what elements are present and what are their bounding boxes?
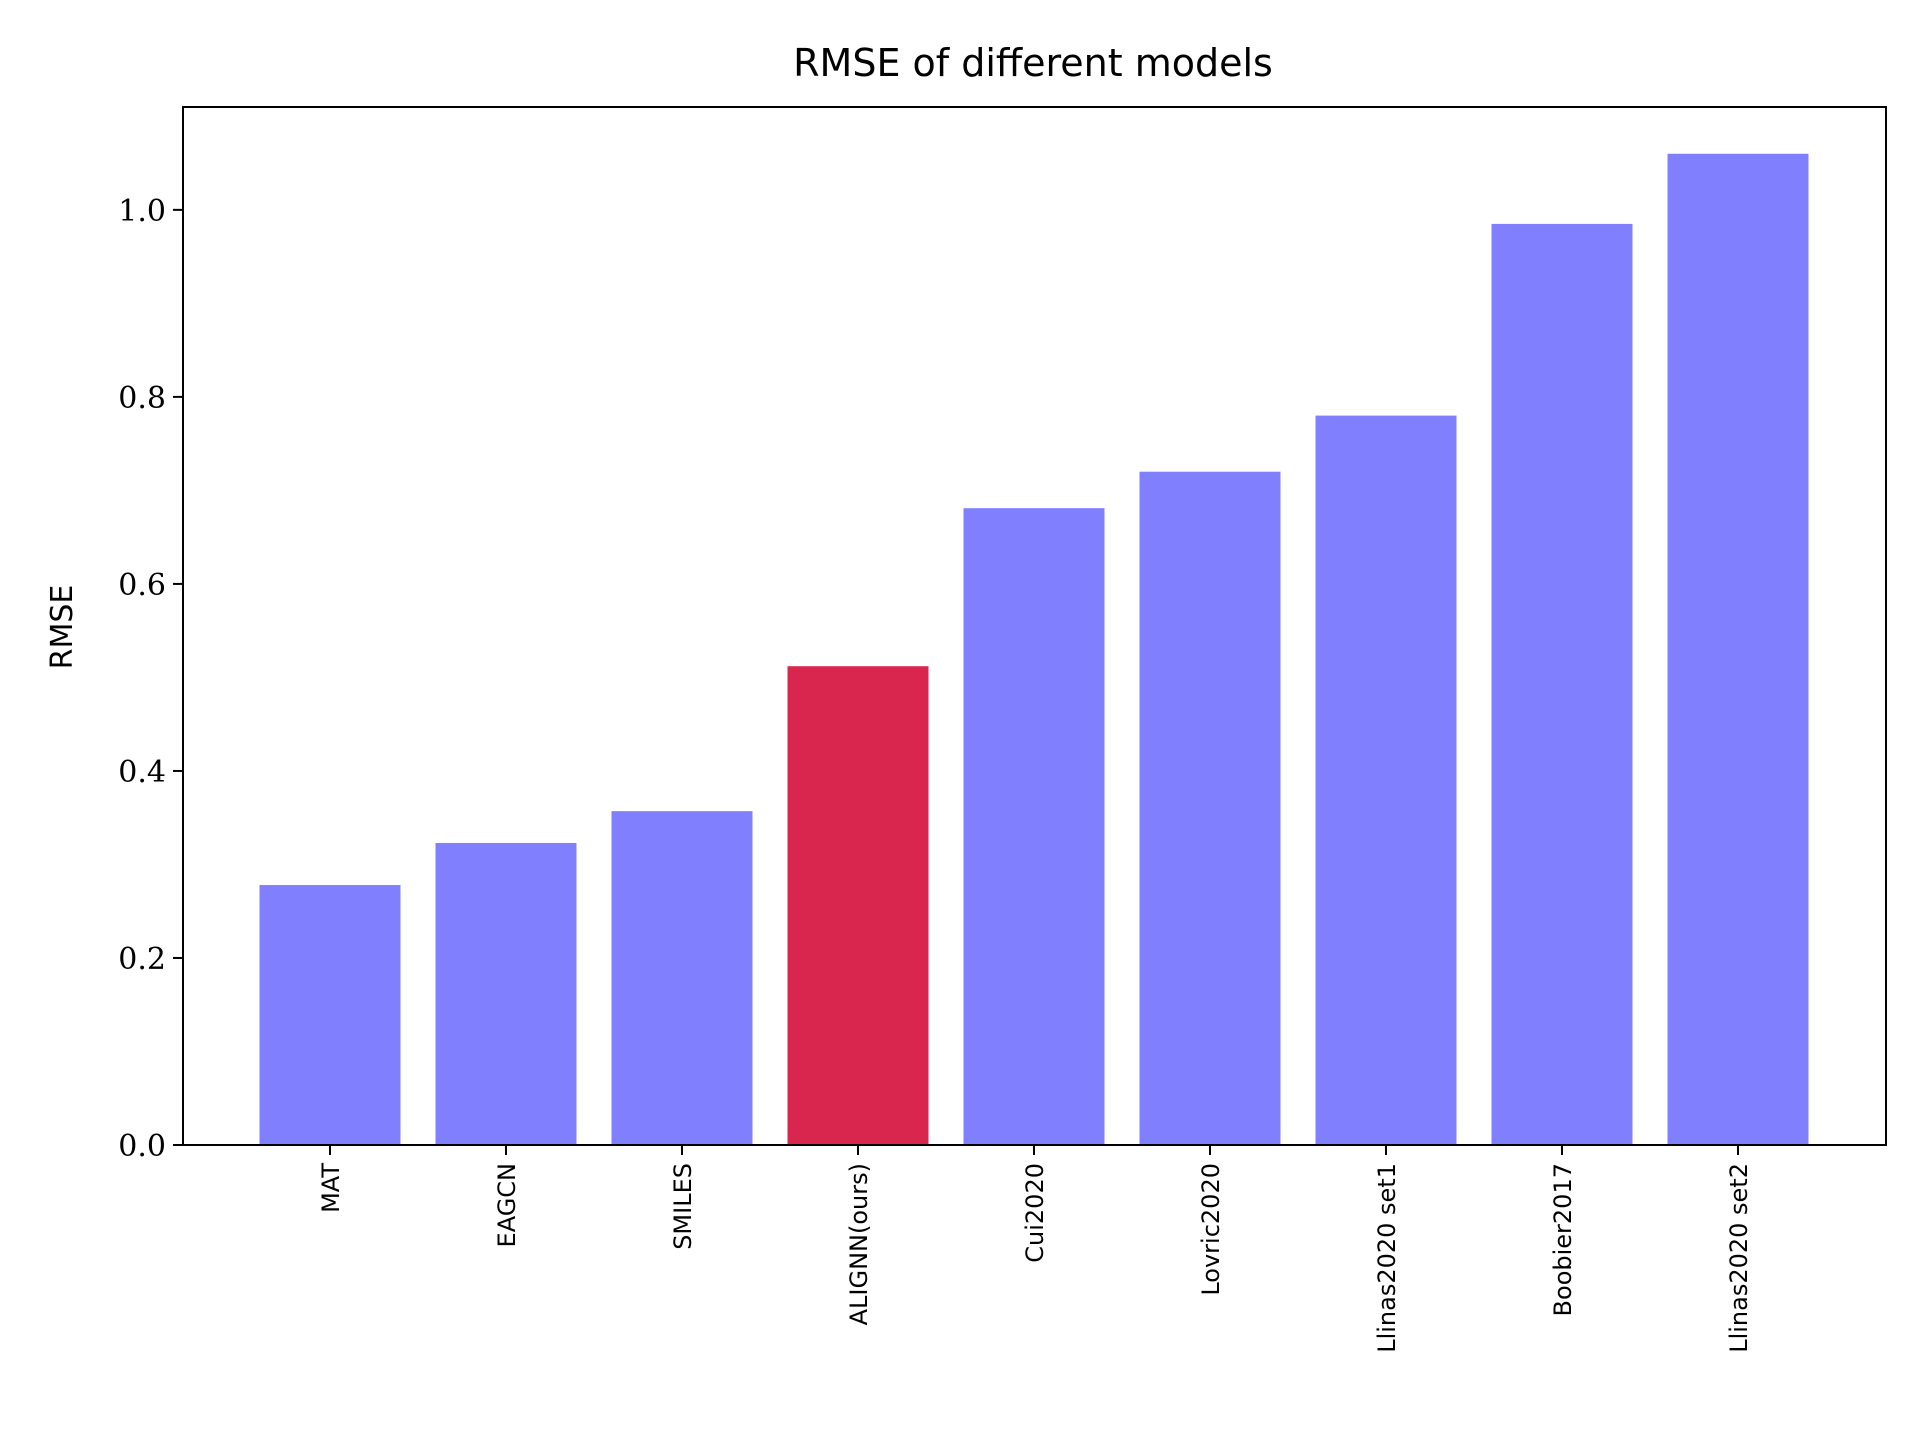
x-tick-label: MAT — [317, 1163, 345, 1213]
bar-cui2020 — [963, 508, 1105, 1145]
x-tick-label: Cui2020 — [1021, 1163, 1049, 1263]
x-tick-label: Lovric2020 — [1197, 1163, 1225, 1296]
bar-mat — [259, 885, 401, 1145]
bars-group — [259, 153, 1809, 1145]
x-tick-label: EAGCN — [493, 1163, 521, 1247]
bar-smiles — [611, 811, 753, 1145]
y-axis-label: RMSE — [45, 585, 80, 670]
x-tick-label: Boobier2017 — [1549, 1163, 1577, 1316]
y-tick-label: 0.4 — [118, 755, 166, 790]
bar-lovric2020 — [1139, 471, 1281, 1145]
x-tick-label: Llinas2020 set1 — [1373, 1163, 1401, 1353]
bar-boobier2017 — [1491, 223, 1633, 1145]
bar-llinas2020-set2 — [1667, 153, 1809, 1145]
plot-frame — [182, 106, 1887, 1146]
chart-title: RMSE of different models — [793, 41, 1273, 85]
y-axis-ticks: 0.0 0.2 0.4 0.6 0.8 1.0 — [118, 194, 183, 1164]
y-tick-label: 1.0 — [118, 194, 166, 229]
x-axis-ticks: MAT EAGCN SMILES ALIGNN(ours) Cui2020 Lovric2… — [317, 1145, 1753, 1353]
y-tick-label: 0.2 — [118, 942, 166, 977]
bar-llinas2020-set1 — [1315, 415, 1457, 1145]
bar-alignn-ours — [787, 666, 929, 1145]
x-tick-label: SMILES — [669, 1163, 697, 1250]
x-tick-label: Llinas2020 set2 — [1725, 1163, 1753, 1353]
y-tick-label: 0.0 — [118, 1129, 166, 1164]
y-tick-label: 0.8 — [118, 381, 166, 416]
bar-eagcn — [435, 842, 577, 1145]
x-tick-label: ALIGNN(ours) — [845, 1163, 873, 1325]
y-tick-label: 0.6 — [118, 568, 166, 603]
